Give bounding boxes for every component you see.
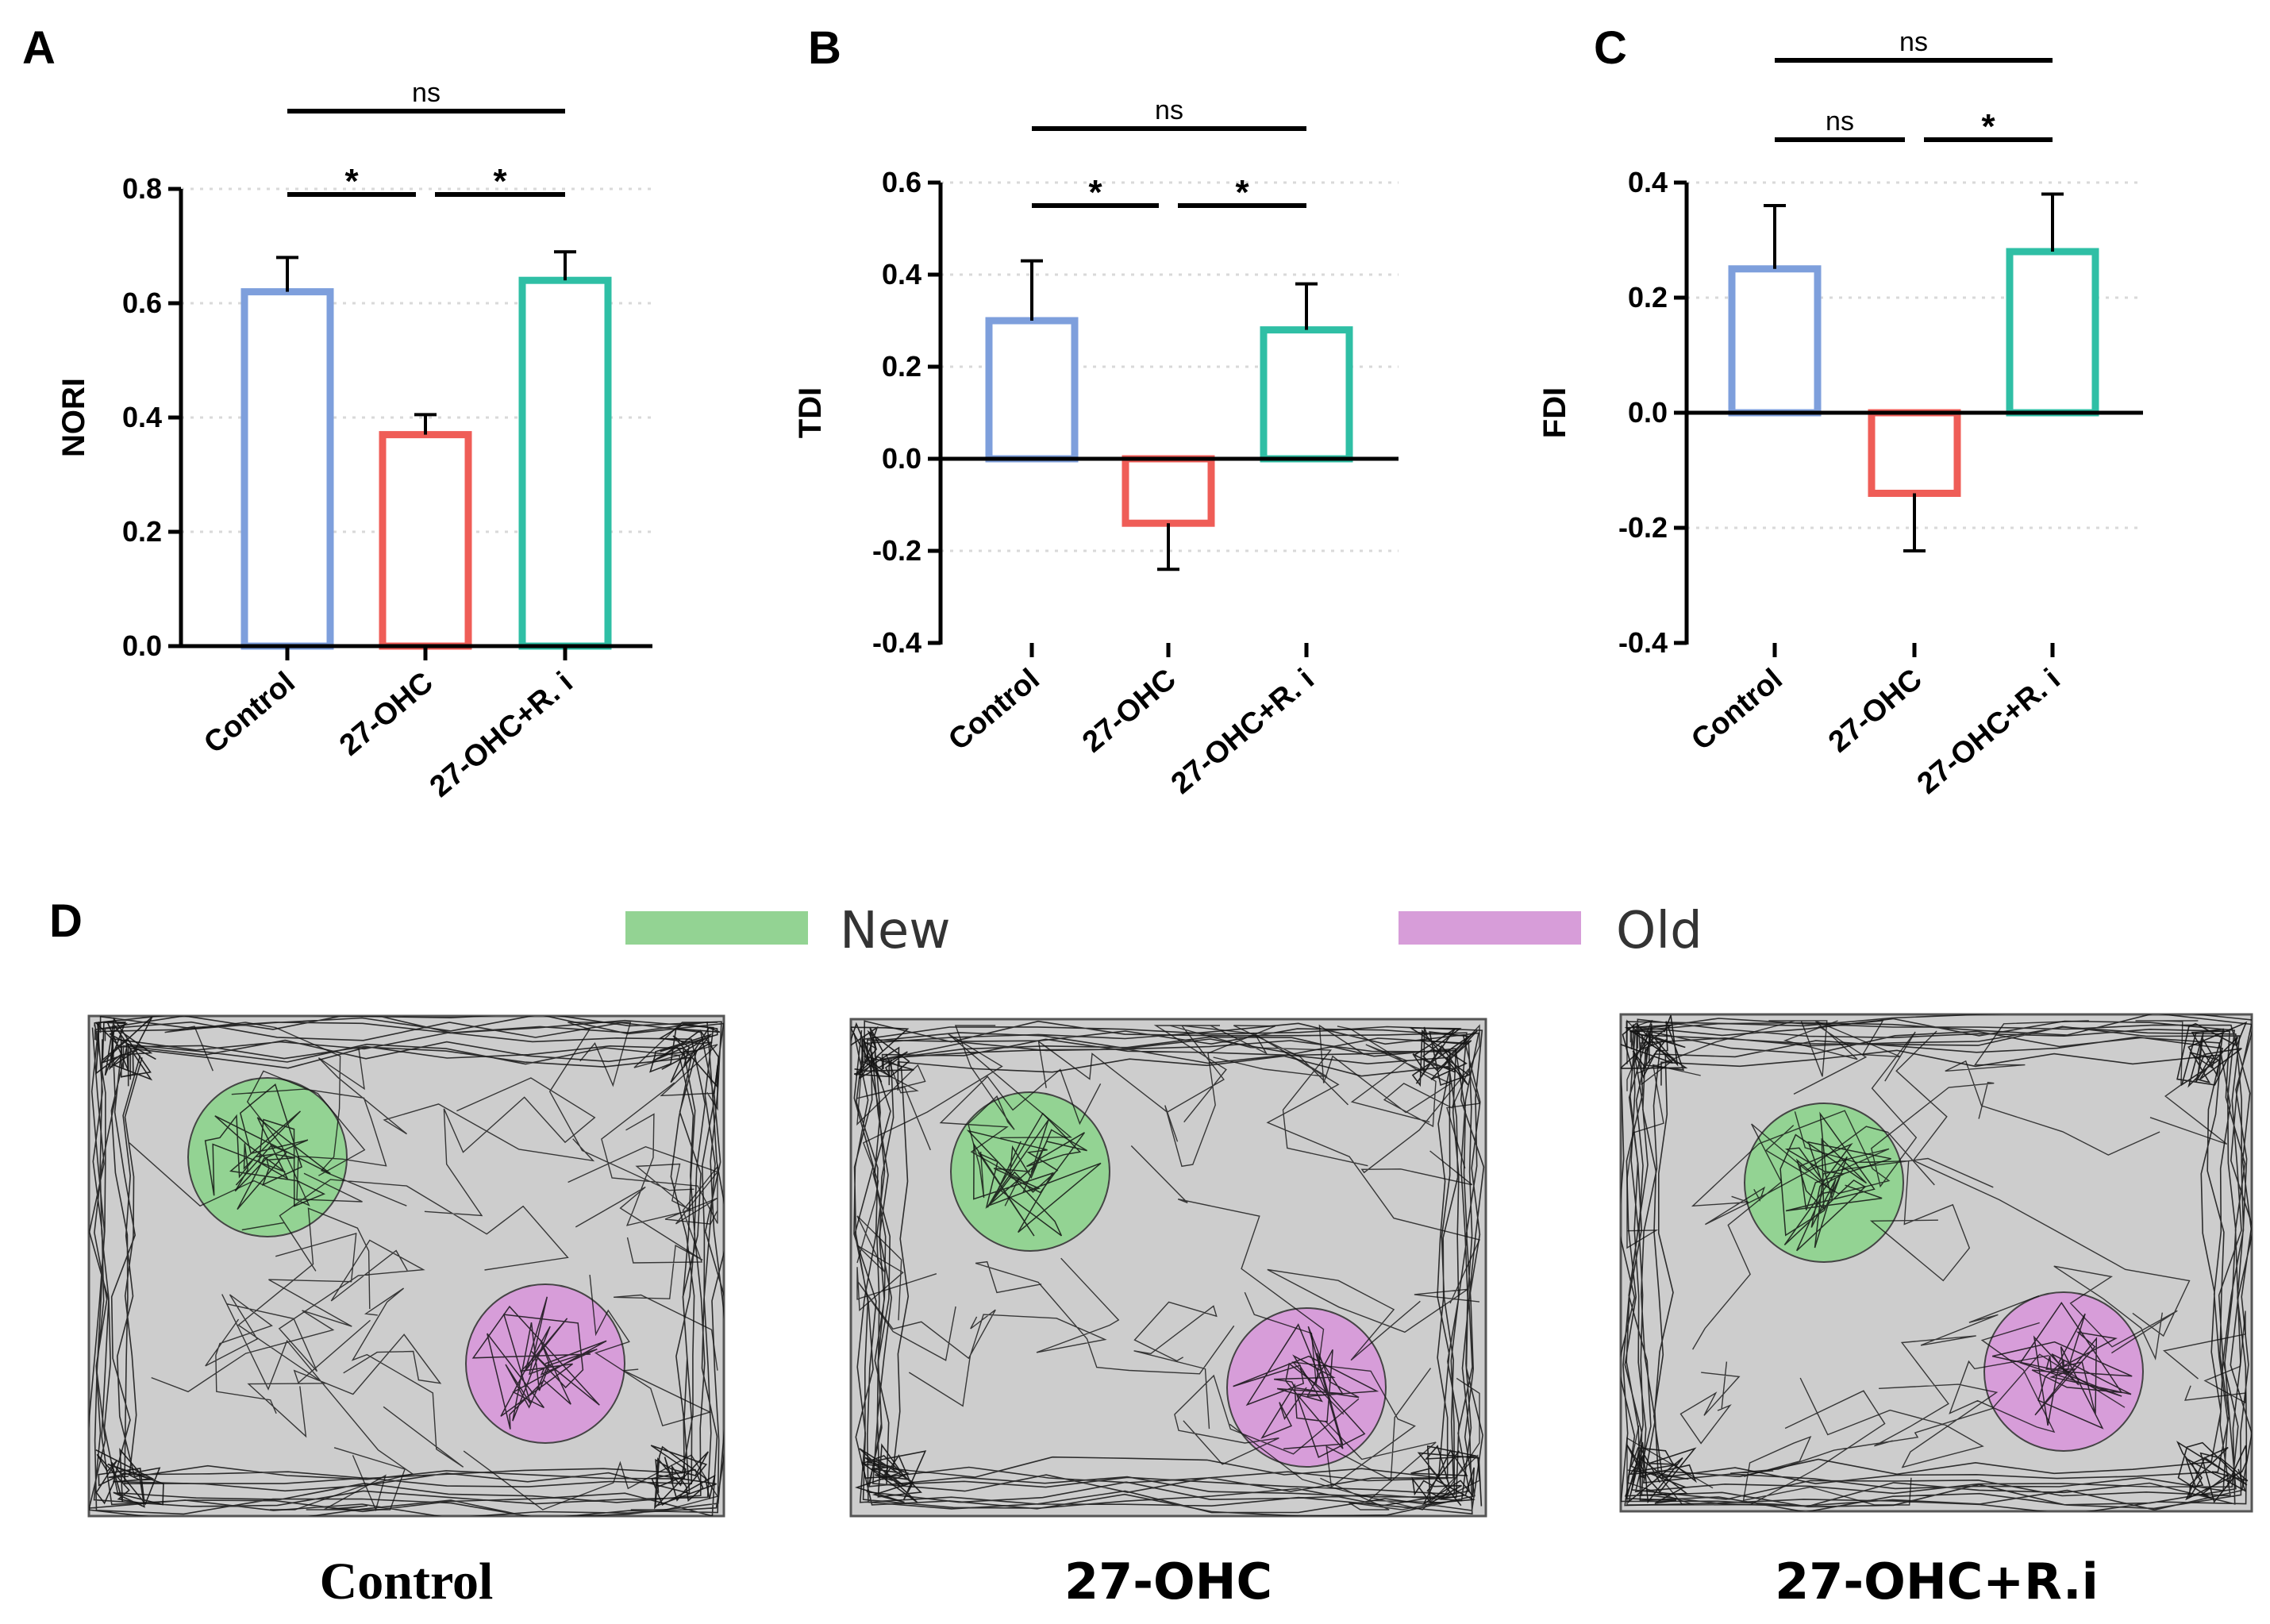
x-tick-label: 27-OHC+R. i bbox=[1911, 663, 2067, 801]
track-arena-control: Control bbox=[87, 1014, 725, 1611]
bar bbox=[240, 288, 334, 650]
trace-new-object bbox=[204, 1083, 331, 1210]
bar bbox=[379, 431, 472, 650]
x-tick-label: Control bbox=[942, 663, 1045, 757]
panel-letter-c: C bbox=[1594, 22, 1627, 74]
y-tick-label: 0.0 bbox=[122, 629, 162, 662]
track-title-27ohc: 27-OHC bbox=[1064, 1553, 1272, 1611]
x-tick-label: 27-OHC bbox=[1076, 663, 1183, 760]
significance-label: * bbox=[1981, 107, 1995, 146]
trace-corner-cluster bbox=[1624, 1441, 1697, 1504]
significance-label: * bbox=[493, 162, 507, 201]
significance-label: * bbox=[344, 162, 359, 201]
x-tick-label: 27-OHC+R. i bbox=[1165, 663, 1321, 801]
trace-perimeter bbox=[1621, 1014, 2252, 1511]
bar bbox=[1728, 265, 1822, 417]
trace-corner-cluster bbox=[649, 1023, 721, 1088]
y-tick-label: 0.6 bbox=[122, 287, 162, 319]
y-tick-label: -0.2 bbox=[872, 534, 921, 567]
trace-old-object bbox=[471, 1296, 607, 1430]
y-tick-label: 0.0 bbox=[882, 442, 921, 475]
y-tick-label: 0.4 bbox=[882, 258, 921, 291]
legend-swatch-new bbox=[625, 911, 808, 945]
trace-old-object bbox=[1992, 1301, 2133, 1430]
significance-label: * bbox=[1235, 173, 1249, 212]
trace-corner-cluster bbox=[650, 1445, 718, 1510]
significance-label: ns bbox=[1826, 106, 1854, 137]
trace-corner-cluster bbox=[2176, 1021, 2248, 1088]
y-tick-label: -0.4 bbox=[1618, 626, 1668, 659]
trace-crossings bbox=[856, 1024, 1480, 1510]
chart-b-plot: -0.4 -0.2 0.0 0.2 0.4 0.6 TDI Control 27-OHC27-O… bbox=[793, 95, 1399, 801]
x-tick-label: Control bbox=[1685, 663, 1788, 757]
trace-crossings bbox=[1626, 1019, 2246, 1506]
trace-corner-cluster bbox=[94, 1016, 156, 1081]
trace-new-object bbox=[1779, 1111, 1891, 1252]
y-tick-label: 0.8 bbox=[122, 172, 162, 205]
chart-panel-a: A 0.0 0.2 0.4 0.6 0.8 NORI Control 27-OHC27-OHC… bbox=[22, 22, 652, 804]
x-tick-label: 27-OHC+R. i bbox=[424, 666, 579, 804]
chart-panel-b: B -0.4 -0.2 0.0 0.2 0.4 0.6 TDI Control 27-OHC27… bbox=[793, 22, 1399, 801]
y-tick-label: 0.6 bbox=[882, 166, 921, 198]
trace-corner-cluster bbox=[2176, 1441, 2249, 1503]
trace-corner-cluster bbox=[1621, 1014, 1688, 1079]
bar bbox=[2006, 248, 2099, 417]
bar bbox=[1868, 409, 1961, 497]
x-tick-label: 27-OHC bbox=[1822, 663, 1929, 760]
y-tick-label: -0.2 bbox=[1618, 511, 1668, 544]
y-tick-label: 0.4 bbox=[1628, 166, 1668, 198]
track-arena-27ohc: 27-OHC bbox=[849, 1018, 1487, 1611]
panel-letter-d: D bbox=[49, 895, 83, 947]
legend: New Old bbox=[625, 902, 1702, 960]
arena-floor bbox=[1619, 1013, 2253, 1513]
significance-label: * bbox=[1088, 173, 1102, 212]
legend-label-old: Old bbox=[1616, 902, 1702, 960]
significance-label: ns bbox=[1899, 27, 1928, 57]
arena-floor bbox=[849, 1018, 1487, 1518]
panel-letter-a: A bbox=[22, 22, 56, 74]
trace-corner-cluster bbox=[855, 1443, 927, 1503]
trace-corner-cluster bbox=[1408, 1026, 1478, 1087]
legend-label-new: New bbox=[840, 902, 951, 960]
y-tick-label: 0.2 bbox=[122, 515, 162, 548]
track-title-control: Control bbox=[320, 1553, 494, 1611]
x-tick-label: 27-OHC bbox=[333, 666, 440, 763]
movement-trace bbox=[1621, 1014, 2252, 1511]
x-tick-label: Control bbox=[198, 666, 301, 760]
movement-trace bbox=[851, 1020, 1485, 1516]
y-axis-title: FDI bbox=[1537, 387, 1572, 438]
track-title-27ohc-ri: 27-OHC+R.i bbox=[1775, 1553, 2099, 1611]
y-tick-label: 0.2 bbox=[882, 350, 921, 383]
y-tick-label: -0.4 bbox=[872, 626, 921, 659]
significance-label: ns bbox=[412, 78, 441, 108]
y-tick-label: 0.0 bbox=[1628, 396, 1668, 429]
bar bbox=[1122, 455, 1215, 527]
trace-new-object bbox=[966, 1112, 1102, 1237]
movement-trace bbox=[89, 1016, 724, 1516]
y-axis-title: NORI bbox=[56, 378, 91, 457]
bar bbox=[985, 317, 1079, 463]
trace-corner-cluster bbox=[1410, 1445, 1483, 1507]
chart-c-plot: -0.4 -0.2 0.0 0.2 0.4 FDI Control 27-OHC27-OHC+… bbox=[1537, 27, 2143, 801]
arena-floor bbox=[87, 1014, 725, 1518]
bar bbox=[1260, 326, 1353, 463]
trace-corner-cluster bbox=[851, 1022, 914, 1083]
trace-corner-cluster bbox=[95, 1448, 164, 1508]
y-tick-label: 0.4 bbox=[122, 401, 162, 433]
trace-crossings bbox=[129, 1022, 719, 1512]
panel-letter-b: B bbox=[808, 22, 841, 74]
track-arena-27ohc-ri: 27-OHC+R.i bbox=[1619, 1013, 2253, 1611]
significance-label: ns bbox=[1155, 95, 1183, 125]
y-axis-title: TDI bbox=[793, 387, 828, 438]
chart-a-plot: 0.0 0.2 0.4 0.6 0.8 NORI Control 27-OHC27-OHC+R… bbox=[56, 78, 652, 804]
bar bbox=[518, 276, 612, 650]
panel-d: D New Old Control 27-OHC bbox=[49, 895, 2253, 1611]
trace-old-object bbox=[1233, 1323, 1379, 1458]
chart-panel-c: C -0.4 -0.2 0.0 0.2 0.4 FDI Control 27-OHC27-OH… bbox=[1537, 22, 2143, 801]
legend-swatch-old bbox=[1399, 911, 1581, 945]
y-tick-label: 0.2 bbox=[1628, 281, 1668, 314]
